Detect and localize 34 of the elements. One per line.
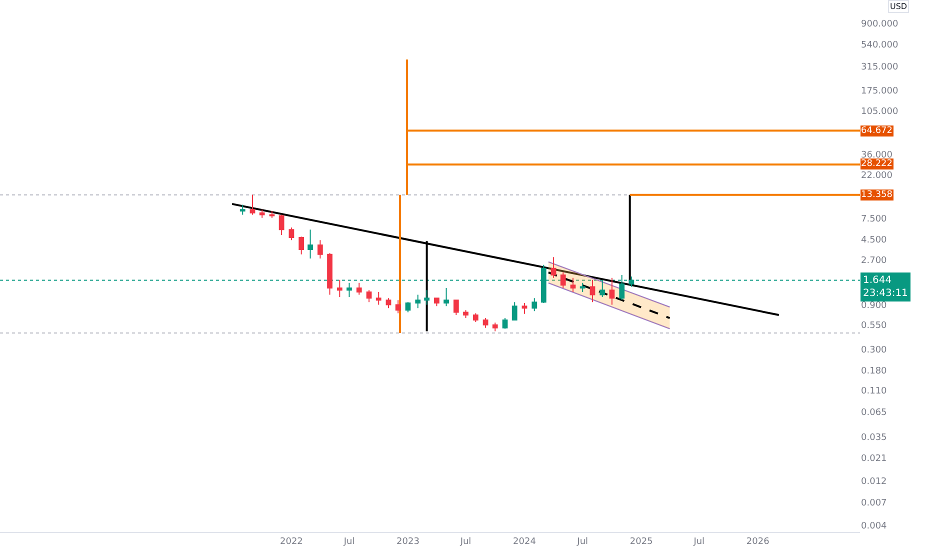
y-tick-label: 0.300 — [861, 346, 888, 356]
ref-line-label: 1.644 23:43:11 — [863, 275, 908, 299]
x-tick-label: 2023 — [396, 536, 420, 547]
x-tick-label: 2022 — [280, 536, 303, 547]
y-tick-label: 175.000 — [861, 86, 898, 96]
y-tick-label: 22.000 — [861, 170, 893, 181]
annotation: 28.222 — [861, 159, 892, 169]
annotation: 64.672 — [861, 126, 892, 136]
y-tick-label: 0.065 — [861, 408, 887, 418]
y-tick-label: 540.000 — [861, 40, 898, 50]
y-tick-label: 0.900 — [861, 300, 888, 311]
y-tick-label: 900.000 — [861, 20, 898, 30]
x-tick-label: Jul — [342, 536, 355, 547]
y-axis-title: USD — [890, 2, 908, 11]
y-tick-label: 2.700 — [861, 256, 888, 266]
y-tick-label: 315.000 — [861, 62, 898, 72]
y-tick-label: 0.110 — [861, 386, 888, 397]
y-tick-label: 4.500 — [861, 235, 888, 246]
y-tick-label: 105.000 — [861, 107, 898, 118]
y-tick-label: 0.012 — [861, 476, 887, 487]
x-tick-label: Jul — [459, 536, 472, 547]
x-tick-label: 2025 — [630, 536, 653, 547]
y-tick-label: 0.180 — [861, 366, 888, 376]
x-tick-label: Jul — [576, 536, 588, 547]
y-tick-label: 0.035 — [861, 433, 887, 444]
x-tick-label: Jul — [692, 536, 705, 547]
y-tick-label: 0.021 — [861, 454, 887, 464]
y-tick-label: 0.007 — [861, 498, 887, 509]
annotation: 13.358 — [861, 190, 893, 200]
y-tick-label: 0.004 — [861, 522, 888, 532]
y-tick-label: 7.500 — [861, 214, 888, 225]
y-tick-label: 0.550 — [861, 320, 888, 331]
x-tick-label: 2024 — [513, 536, 536, 547]
x-tick-label: 2026 — [746, 536, 770, 547]
